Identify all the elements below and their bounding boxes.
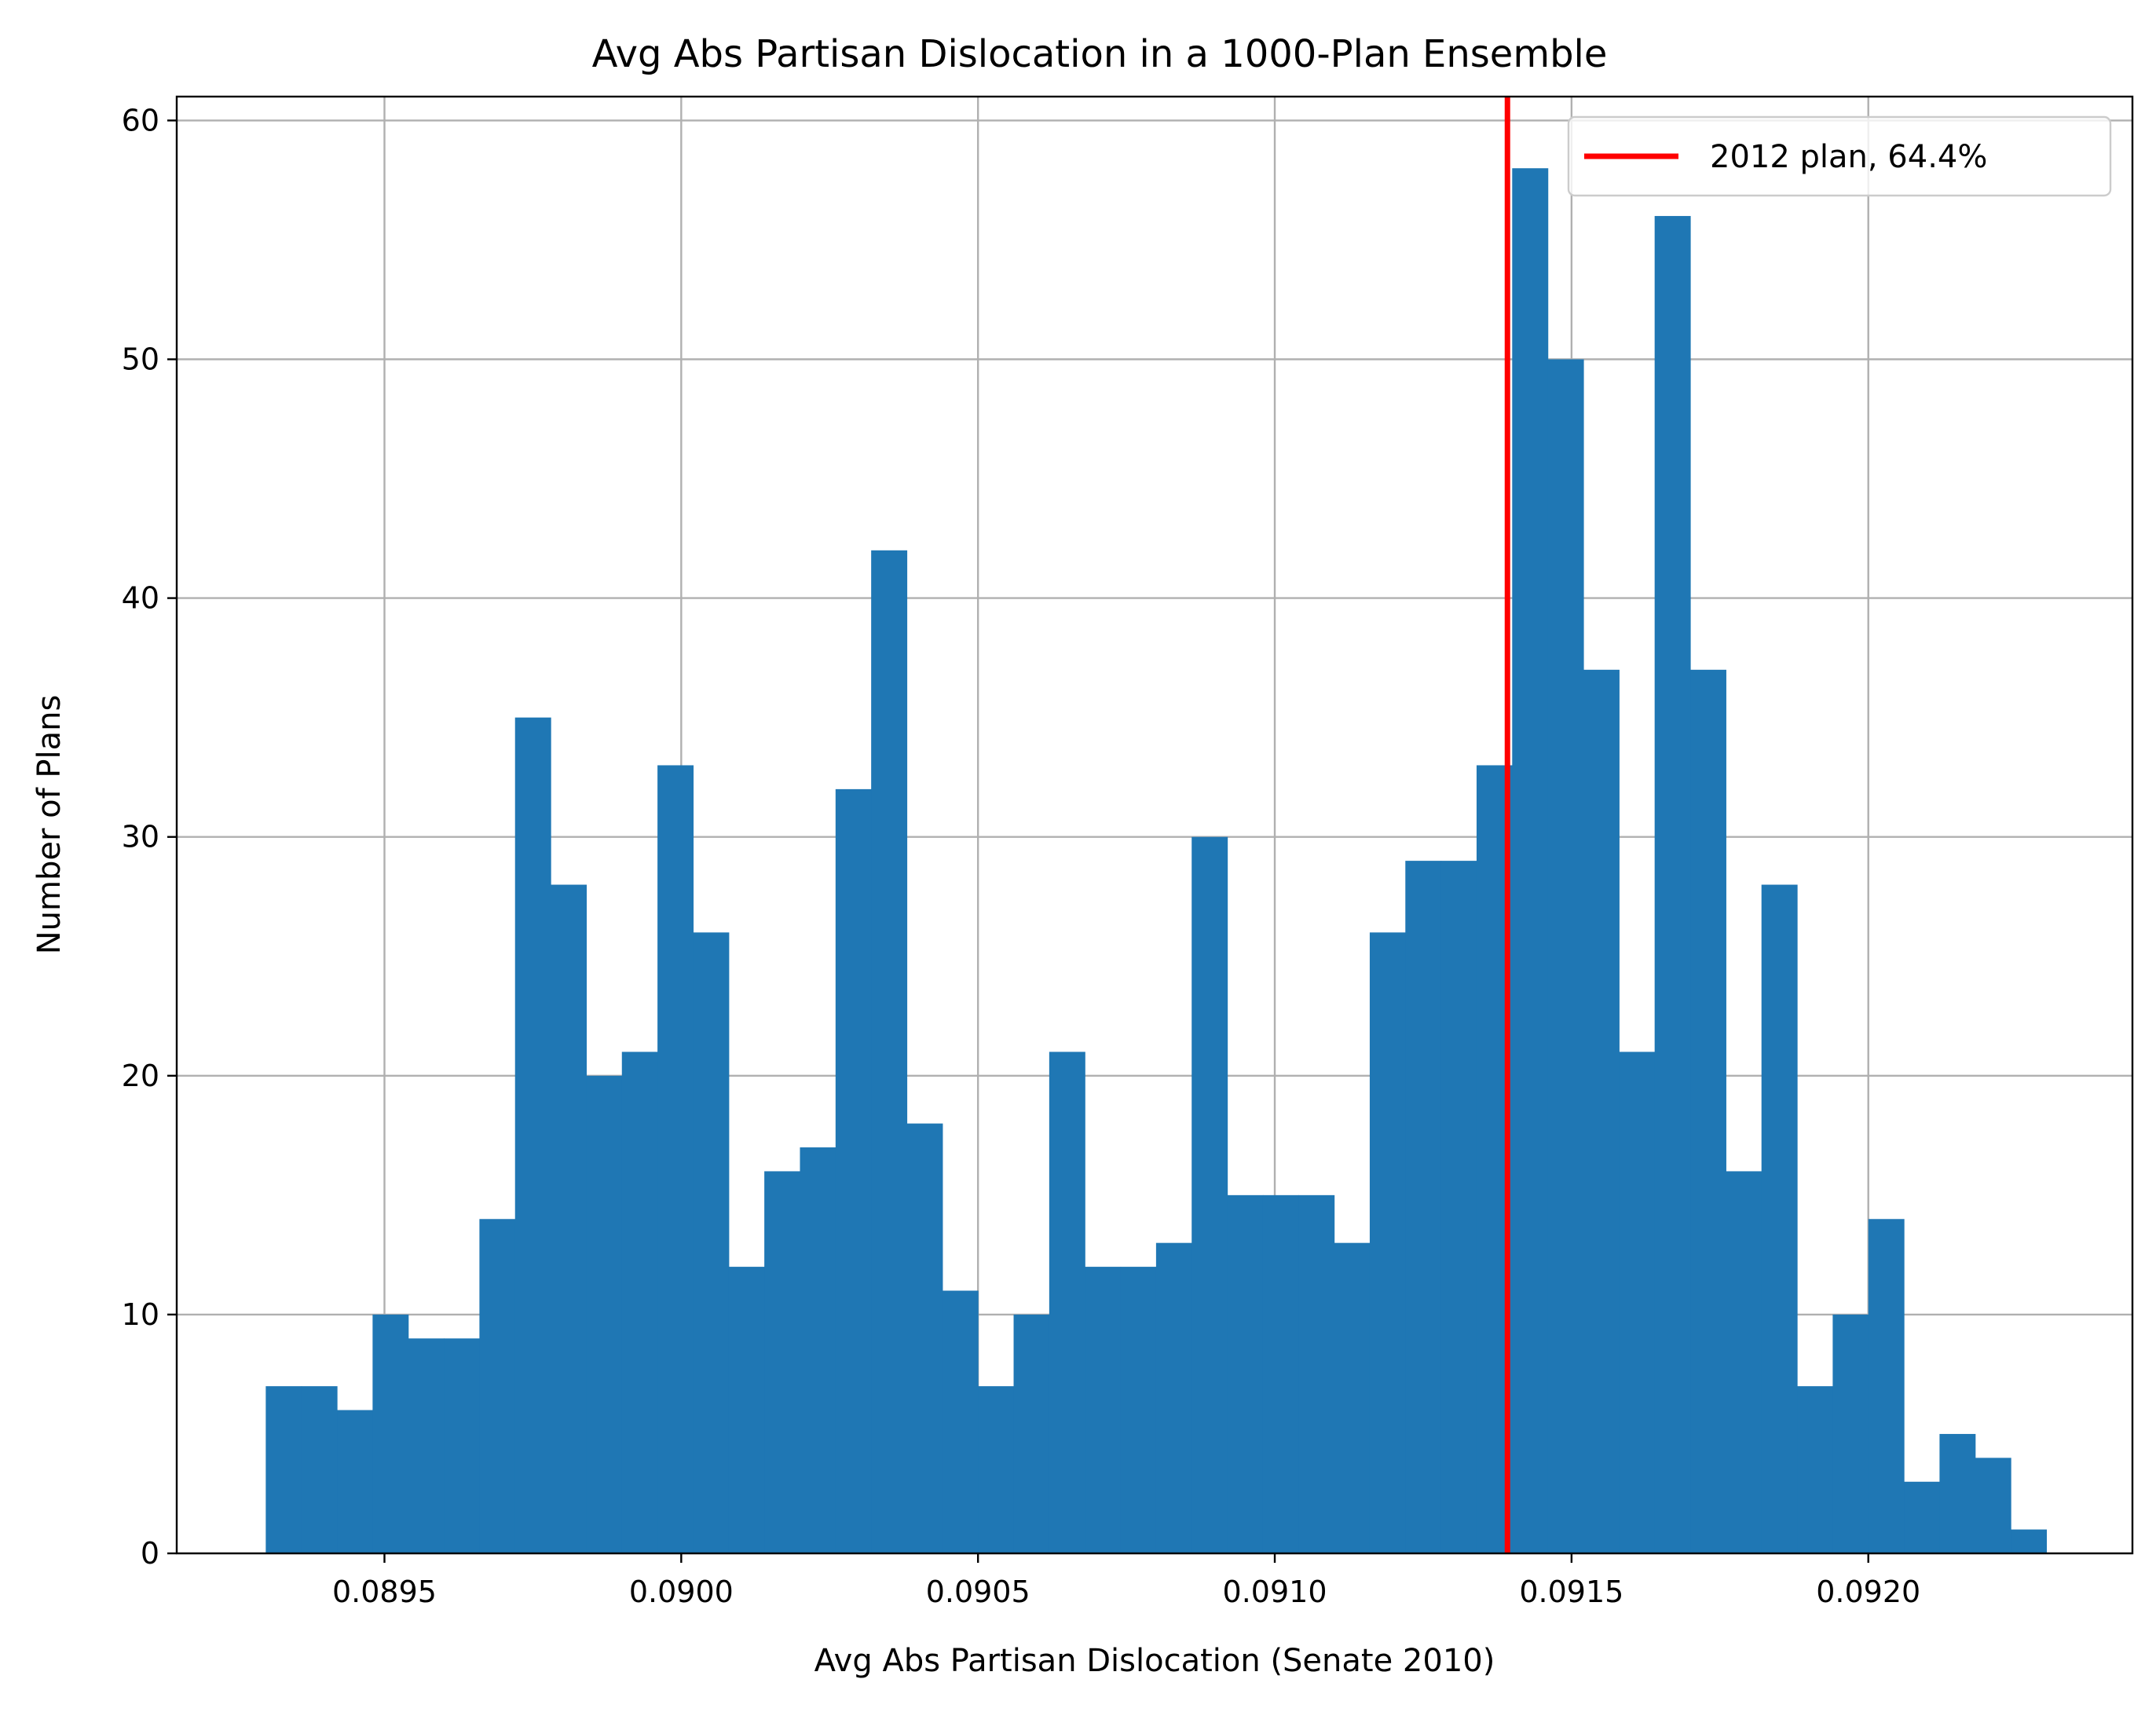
histogram-bar (728, 1267, 765, 1553)
histogram-bar (1120, 1267, 1157, 1553)
x-axis-ticks: 0.0895 0.0900 0.0905 0.0910 0.0915 0.0920 (332, 1553, 1920, 1609)
histogram-bar (1405, 861, 1442, 1553)
legend-label: 2012 plan, 64.4% (1710, 139, 1987, 175)
histogram-bar (479, 1219, 516, 1553)
y-tick-label: 0 (141, 1536, 159, 1571)
plot-frame (175, 95, 2134, 1555)
histogram-bar (1904, 1481, 1941, 1553)
histogram-bar (1512, 168, 1549, 1554)
histogram-bar (1262, 1194, 1299, 1553)
histogram-bar (1975, 1458, 2011, 1553)
histogram-bar (1832, 1314, 1869, 1553)
histogram-bars (265, 168, 2048, 1554)
histogram-bar (1227, 1194, 1264, 1553)
histogram-bar (551, 884, 588, 1553)
histogram-bar (1191, 836, 1228, 1553)
x-axis-label: Avg Abs Partisan Dislocation (Senate 201… (814, 1643, 1495, 1679)
chart-title: Avg Abs Partisan Dislocation in a 1000-P… (592, 32, 1608, 76)
histogram-bar (1049, 1052, 1085, 1553)
histogram-bar (1547, 359, 1584, 1554)
histogram-bar (1155, 1242, 1192, 1553)
histogram-bar (1440, 861, 1477, 1553)
x-tick-label: 0.0905 (926, 1575, 1030, 1609)
histogram-bar (657, 765, 694, 1553)
histogram-bar (1726, 1171, 1763, 1553)
histogram-bar (265, 1386, 302, 1553)
x-tick-label: 0.0915 (1519, 1575, 1623, 1609)
y-tick-label: 40 (122, 581, 159, 616)
histogram-bar (1085, 1267, 1122, 1553)
x-tick-label: 0.0900 (629, 1575, 734, 1609)
histogram-bar (586, 1075, 623, 1553)
histogram-bar (1868, 1219, 1905, 1553)
y-tick-label: 30 (122, 820, 159, 854)
y-tick-label: 20 (122, 1059, 159, 1093)
histogram-bar (372, 1314, 409, 1553)
histogram-bar (764, 1171, 801, 1553)
histogram-bar (1369, 932, 1406, 1553)
histogram-bar (301, 1386, 338, 1553)
histogram-bar (1761, 884, 1798, 1553)
y-axis-ticks: 0 10 20 30 40 50 60 (122, 103, 177, 1571)
histogram-bar (1797, 1386, 1833, 1553)
x-tick-label: 0.0895 (332, 1575, 437, 1609)
histogram-bar (978, 1386, 1015, 1553)
histogram-bar (1939, 1433, 1976, 1553)
histogram-bar (871, 550, 908, 1553)
histogram-bar (1583, 669, 1620, 1553)
histogram-bar (337, 1410, 373, 1553)
legend-box (1567, 115, 2112, 197)
histogram-bar (514, 717, 551, 1553)
histogram-bar (408, 1338, 445, 1553)
histogram-bar (621, 1052, 658, 1553)
y-tick-label: 50 (122, 342, 159, 377)
histogram-bar (2011, 1529, 2048, 1553)
histogram-bar (942, 1290, 979, 1553)
histogram-bar (800, 1147, 836, 1553)
histogram-bar (444, 1338, 481, 1553)
x-tick-label: 0.0910 (1223, 1575, 1327, 1609)
histogram-bar (1334, 1242, 1371, 1553)
histogram-bar (1654, 216, 1691, 1553)
histogram-bar (693, 932, 730, 1553)
histogram-bar (835, 788, 872, 1553)
histogram-bar (1619, 1052, 1656, 1553)
x-tick-label: 0.0920 (1816, 1575, 1920, 1609)
y-axis-label: Number of Plans (31, 695, 68, 955)
histogram-bar (906, 1123, 943, 1553)
histogram-bar (1298, 1194, 1335, 1553)
histogram-bar (1690, 669, 1726, 1553)
y-tick-label: 10 (122, 1297, 159, 1332)
histogram-bar (1013, 1314, 1050, 1553)
legend: 2012 plan, 64.4% (1567, 115, 2112, 197)
y-tick-label: 60 (122, 103, 159, 137)
